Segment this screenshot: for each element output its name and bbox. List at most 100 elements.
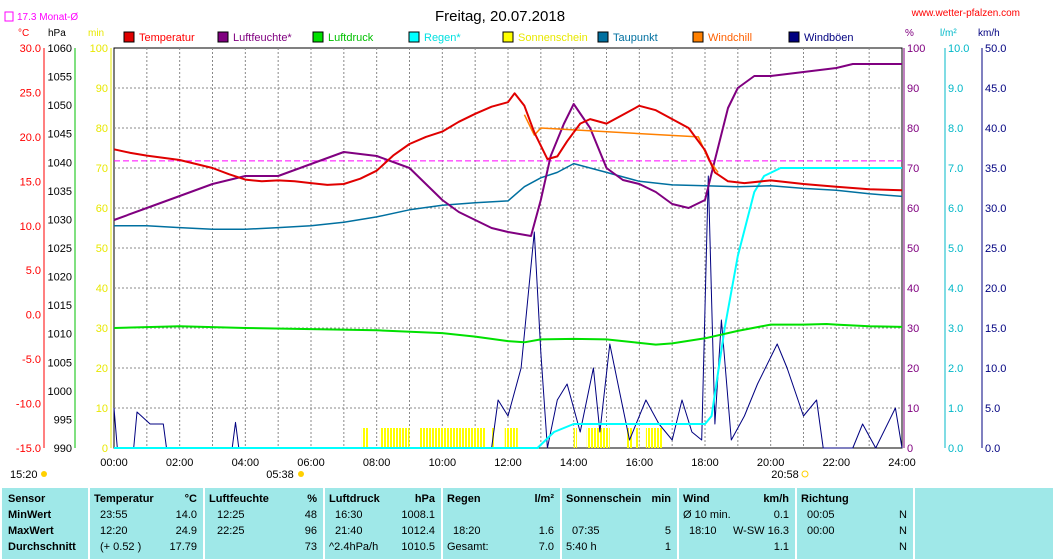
- humidity-tick-label: 100: [907, 43, 925, 55]
- direction-avg-value: N: [899, 541, 907, 553]
- pressure-tick-label: 1010: [48, 329, 72, 341]
- moon-icon: [41, 471, 47, 477]
- table-col-labels: Sensor MinWert MaxWert Durchschnitt: [2, 488, 88, 559]
- legend-swatch: [788, 31, 800, 43]
- legend-label: Regen*: [424, 32, 461, 44]
- wind-min-value: 0.1: [773, 509, 789, 521]
- temperature-min-value: 14.0: [175, 509, 197, 521]
- wind-max-time: 18:10: [689, 525, 717, 537]
- legend-swatch: [217, 31, 229, 43]
- pressure-min-value: 1008.1: [401, 509, 435, 521]
- pressure-tick-label: 1000: [48, 386, 72, 398]
- sunshine-bar: [504, 428, 518, 448]
- rain-tick-label: 3.0: [948, 323, 963, 335]
- legend-label: Temperatur: [139, 32, 195, 44]
- sunshine-tick-label: 70: [96, 163, 108, 175]
- legend-swatch: [408, 31, 420, 43]
- rain-header: Regen: [447, 493, 481, 505]
- rain-tick-label: 7.0: [948, 163, 963, 175]
- pressure-tick-label: 1050: [48, 100, 72, 112]
- pressure-tick-label: 990: [54, 443, 72, 455]
- legend-swatch: [692, 31, 704, 43]
- pressure-tick-label: 1060: [48, 43, 72, 55]
- direction-header: Richtung: [801, 493, 849, 505]
- sunshine-tick-label: 100: [90, 43, 108, 55]
- wind-max-value: 16.3: [767, 525, 789, 537]
- row-label-max: MaxWert: [8, 525, 54, 537]
- unit-temperature: °C: [18, 28, 29, 39]
- sunset-icon: [801, 470, 809, 478]
- sunshine-total-hours: 5:40 h: [566, 541, 597, 553]
- unit-wind: km/h: [978, 28, 1000, 39]
- x-tick-label: 02:00: [166, 457, 194, 469]
- table-col-humidity: Luftfeuchte% 12:25 48 22:25 96 73: [205, 488, 323, 559]
- sunshine-bar: [586, 428, 610, 448]
- humidity-tick-label: 50: [907, 243, 919, 255]
- humidity-tick-label: 60: [907, 203, 919, 215]
- temperature-tick-label: 25.0: [20, 87, 41, 99]
- direction-min-time: 00:05: [807, 509, 835, 521]
- table-col-pressure: Luftdruck hPa 16:30 1008.1 21:40 1012.4 ^2.…: [325, 488, 441, 559]
- x-tick-label: 06:00: [297, 457, 325, 469]
- temperature-tick-label: 15.0: [20, 176, 41, 188]
- temperature-max-value: 24.9: [175, 525, 197, 537]
- weather-chart: 00:00 02:00 04:00 06:00 08:00 10:00 12:00 14:00…: [4, 8, 1020, 481]
- rain-tick-label: 5.0: [948, 243, 963, 255]
- humidity-tick-label: 90: [907, 83, 919, 95]
- temperature-tick-label: 10.0: [20, 221, 41, 233]
- x-tick-label: 14:00: [560, 457, 588, 469]
- humidity-min-value: 48: [304, 509, 317, 521]
- humidity-tick-label: 20: [907, 363, 919, 375]
- unit-sunshine: min: [88, 28, 104, 39]
- rain-tick-label: 1.0: [948, 403, 963, 415]
- rain-unit: l/m²: [534, 493, 554, 505]
- pressure-header: Luftdruck: [329, 493, 380, 505]
- humidity-max-value: 96: [304, 525, 317, 537]
- monthly-avg-icon: [4, 11, 14, 22]
- legend-label: Windböen: [804, 32, 854, 44]
- x-tick-label: 12:00: [494, 457, 522, 469]
- legend-label: Luftdruck: [328, 32, 374, 44]
- legend-swatch: [123, 31, 135, 43]
- series-luftfeuchte-line: [113, 63, 902, 237]
- website-link[interactable]: www.wetter-pfalzen.com: [911, 8, 1020, 19]
- wind-tick-label: 50.0: [985, 43, 1006, 55]
- series-luftdruck-line: [113, 323, 903, 346]
- wind-tick-label: 30.0: [985, 203, 1006, 215]
- x-tick-label: 04:00: [232, 457, 260, 469]
- humidity-header: Luftfeuchte: [209, 493, 269, 505]
- pressure-avg-value: 1010.5: [401, 541, 435, 553]
- pressure-tick-label: 1025: [48, 243, 72, 255]
- direction-max-time: 00:00: [807, 525, 835, 537]
- x-tick-label: 10:00: [429, 457, 457, 469]
- legend-label: Sonnenschein: [518, 32, 588, 44]
- sunshine-tick-label: 50: [96, 243, 108, 255]
- unit-rain: l/m²: [940, 28, 957, 39]
- temperature-tick-label: -5.0: [22, 354, 41, 366]
- pressure-tick-label: 1035: [48, 186, 72, 198]
- x-tick-label: 18:00: [691, 457, 719, 469]
- pressure-trend: ^2.4hPa/h: [329, 541, 379, 553]
- table-col-direction: Richtung 00:05 N 00:00 N N: [797, 488, 913, 559]
- table-col-rain: Regen l/m² 18:20 1.6 Gesamt: 7.0: [443, 488, 560, 559]
- temperature-tick-label: 30.0: [20, 43, 41, 55]
- rain-total-value: 7.0: [538, 541, 554, 553]
- legend-label: Luftfeuchte*: [233, 32, 292, 44]
- legend-swatch: [597, 31, 609, 43]
- rain-max-time: 18:20: [453, 525, 481, 537]
- legend-label: Taupunkt: [613, 32, 658, 44]
- humidity-tick-label: 30: [907, 323, 919, 335]
- pressure-tick-label: 1020: [48, 272, 72, 284]
- sunshine-header: Sonnenschein: [566, 493, 642, 505]
- direction-max-value: N: [899, 525, 907, 537]
- humidity-tick-label: 40: [907, 283, 919, 295]
- temperature-tick-label: -15.0: [16, 443, 41, 455]
- wind-tick-label: 0.0: [985, 443, 1000, 455]
- humidity-avg-value: 73: [304, 541, 317, 553]
- series-temperatur-line: [113, 92, 903, 192]
- pressure-unit: hPa: [414, 493, 435, 505]
- wind-tick-label: 20.0: [985, 283, 1006, 295]
- sunset-time: 20:58: [771, 469, 799, 481]
- wind-tick-label: 15.0: [985, 323, 1006, 335]
- sunshine-tick-label: 20: [96, 363, 108, 375]
